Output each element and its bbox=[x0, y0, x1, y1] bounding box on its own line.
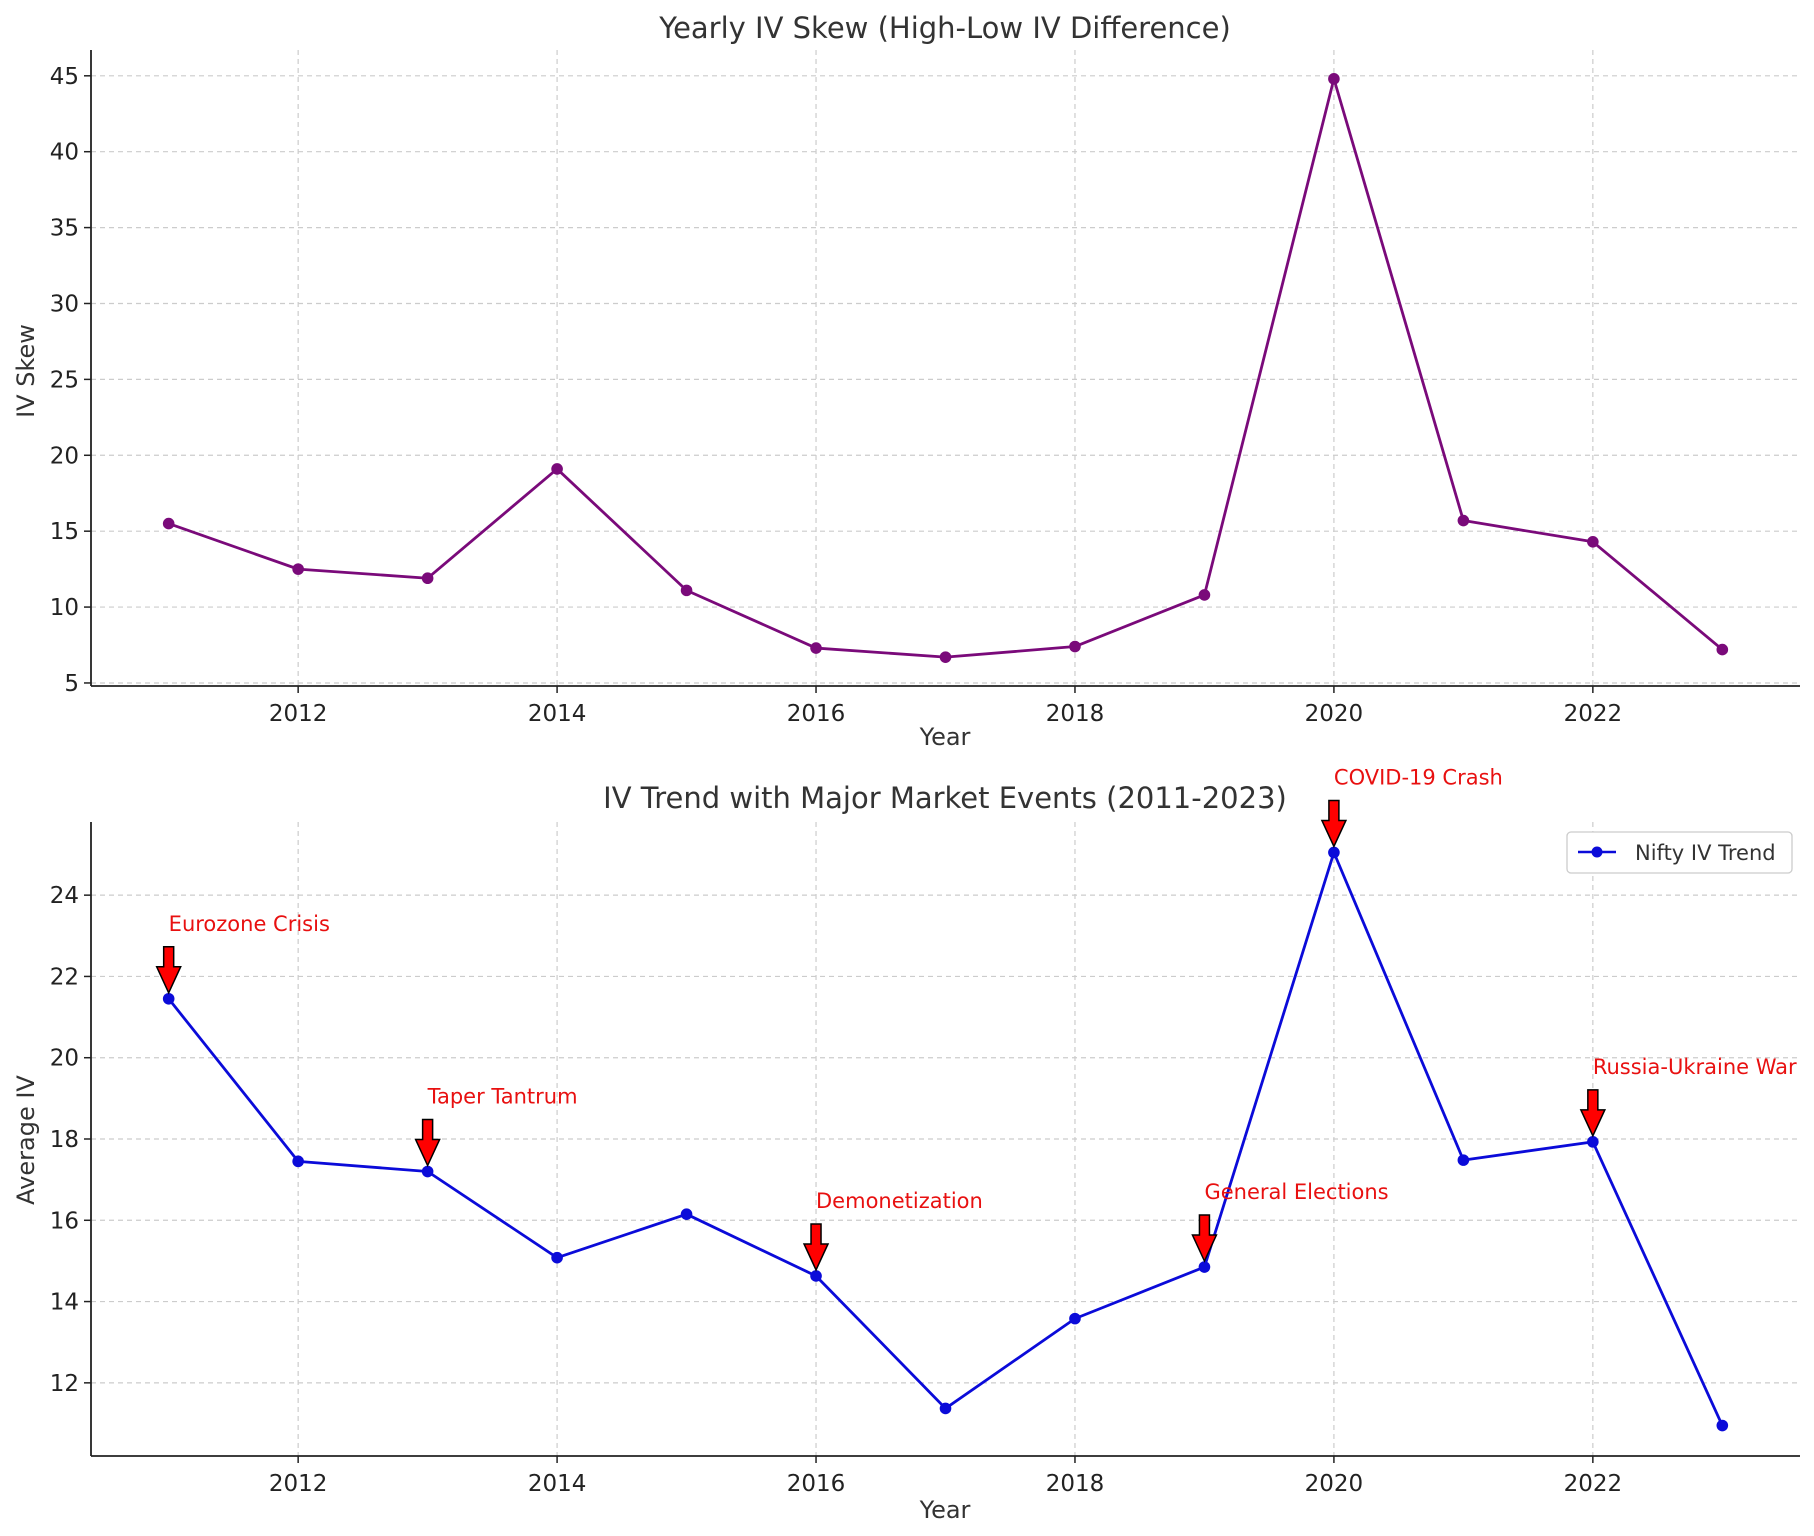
data-point bbox=[1328, 846, 1340, 859]
x-axis-label: Year bbox=[919, 723, 971, 751]
data-point bbox=[551, 463, 563, 475]
data-point bbox=[162, 992, 175, 1005]
y-tick-label: 12 bbox=[50, 1371, 79, 1397]
event-label: Russia-Ukraine War bbox=[1593, 1055, 1797, 1079]
data-point bbox=[680, 1208, 693, 1220]
grid bbox=[91, 50, 1800, 686]
event-label: Taper Tantrum bbox=[427, 1085, 578, 1109]
series-line bbox=[168, 77, 1724, 659]
y-tick-label: 14 bbox=[50, 1290, 79, 1316]
event-annotations: Eurozone Crisis Taper Tantrum Demonetizati… bbox=[155, 765, 1797, 1272]
iv-skew-chart: Yearly IV Skew (High-Low IV Difference) … bbox=[12, 11, 1800, 751]
data-point bbox=[1587, 535, 1599, 548]
x-tick-label: 2020 bbox=[1305, 1471, 1364, 1497]
axes bbox=[90, 50, 1800, 687]
data-point bbox=[292, 563, 304, 575]
chart-title: IV Trend with Major Market Events (2011-… bbox=[603, 781, 1287, 815]
y-tick-label: 18 bbox=[50, 1127, 79, 1153]
data-point bbox=[939, 651, 952, 663]
iv-trend-chart: IV Trend with Major Market Events (2011-… bbox=[12, 765, 1800, 1524]
y-tick-label: 20 bbox=[50, 443, 79, 469]
x-tick-label: 2016 bbox=[787, 1471, 846, 1497]
chart-title: Yearly IV Skew (High-Low IV Difference) bbox=[658, 11, 1231, 45]
series bbox=[162, 846, 1729, 1432]
data-point bbox=[292, 1155, 304, 1168]
x-tick-label: 2012 bbox=[269, 701, 328, 727]
event-label: Demonetization bbox=[816, 1189, 983, 1213]
event-arrow bbox=[155, 946, 182, 995]
data-point bbox=[1069, 640, 1081, 653]
data-point bbox=[939, 1402, 952, 1415]
data-point bbox=[1069, 1312, 1081, 1325]
y-axis-label: Average IV bbox=[12, 1075, 40, 1205]
data-point bbox=[1457, 514, 1470, 527]
y-tick-label: 20 bbox=[50, 1046, 79, 1072]
y-tick-label: 15 bbox=[50, 519, 79, 545]
ticks: 2012 2014 2016 2018 2020 2022 5 10 15 20 25 30 35 40 4… bbox=[50, 64, 1622, 727]
event-label: General Elections bbox=[1204, 1180, 1388, 1204]
legend-box bbox=[1566, 831, 1793, 874]
x-tick-label: 2020 bbox=[1305, 701, 1364, 727]
event-label: Eurozone Crisis bbox=[169, 912, 330, 936]
data-point bbox=[1328, 73, 1340, 85]
y-tick-label: 22 bbox=[50, 964, 79, 990]
y-tick-label: 10 bbox=[50, 595, 79, 621]
event-arrow bbox=[802, 1223, 830, 1272]
y-tick-label: 45 bbox=[50, 64, 79, 90]
data-point bbox=[1198, 1261, 1211, 1273]
y-tick-label: 40 bbox=[50, 140, 79, 166]
data-point bbox=[162, 517, 175, 530]
y-tick-label: 25 bbox=[50, 367, 79, 393]
event-label: COVID-19 Crash bbox=[1334, 765, 1503, 789]
x-tick-label: 2022 bbox=[1564, 1471, 1623, 1497]
data-point bbox=[1198, 589, 1211, 601]
x-tick-label: 2014 bbox=[528, 1471, 587, 1497]
y-tick-label: 35 bbox=[50, 216, 79, 242]
x-tick-label: 2022 bbox=[1564, 701, 1623, 727]
y-tick-label: 16 bbox=[50, 1208, 79, 1234]
x-axis-label: Year bbox=[919, 1496, 971, 1524]
y-tick-label: 30 bbox=[50, 291, 79, 317]
data-point bbox=[1716, 643, 1729, 656]
data-point bbox=[810, 1270, 822, 1282]
event-arrow bbox=[1191, 1214, 1218, 1263]
grid bbox=[91, 822, 1800, 1456]
data-point bbox=[421, 572, 434, 585]
data-point bbox=[1716, 1419, 1729, 1432]
x-tick-label: 2018 bbox=[1046, 701, 1105, 727]
event-arrow bbox=[1320, 799, 1348, 849]
data-point bbox=[810, 642, 822, 654]
y-axis-label: IV Skew bbox=[12, 324, 40, 418]
legend: Nifty IV Trend bbox=[1566, 831, 1793, 874]
event-arrow bbox=[1579, 1089, 1607, 1138]
series bbox=[162, 73, 1729, 663]
x-tick-label: 2018 bbox=[1046, 1471, 1105, 1497]
data-point bbox=[1587, 1136, 1599, 1148]
event-arrow bbox=[414, 1118, 441, 1168]
x-tick-label: 2014 bbox=[528, 701, 587, 727]
data-point bbox=[680, 584, 693, 597]
data-point bbox=[1457, 1154, 1470, 1166]
legend-entry: Nifty IV Trend bbox=[1635, 841, 1776, 865]
data-point bbox=[551, 1251, 563, 1264]
x-tick-label: 2016 bbox=[787, 701, 846, 727]
x-tick-label: 2012 bbox=[269, 1471, 328, 1497]
data-point bbox=[421, 1165, 434, 1178]
legend-marker bbox=[1591, 846, 1603, 858]
y-tick-label: 5 bbox=[64, 671, 79, 697]
y-tick-label: 24 bbox=[50, 883, 79, 909]
